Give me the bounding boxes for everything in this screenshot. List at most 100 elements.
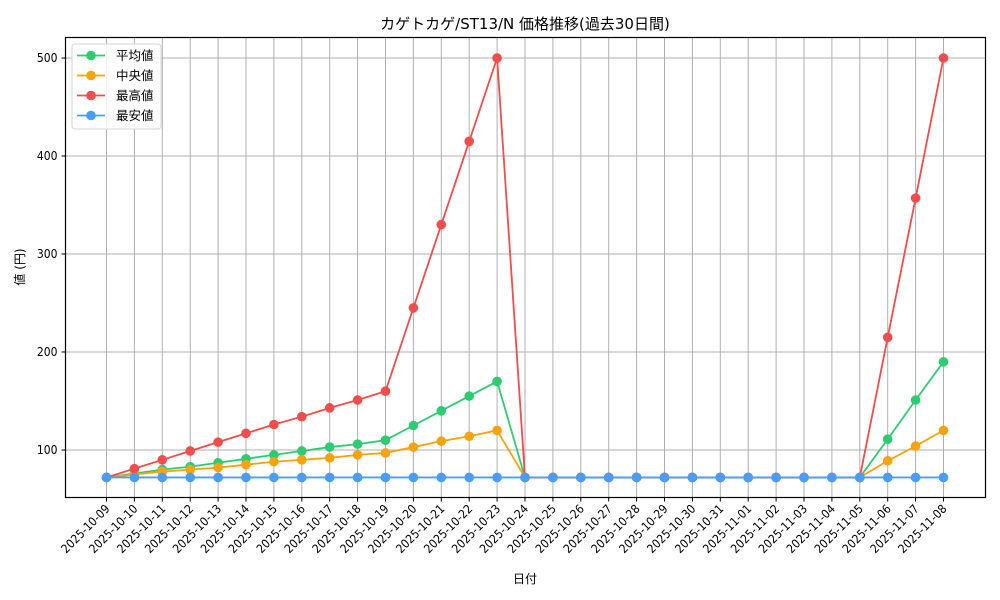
data-point-marker	[855, 472, 865, 483]
series-lines	[101, 53, 949, 483]
data-point-marker	[938, 425, 949, 436]
data-point-marker	[631, 472, 642, 483]
legend-marker-icon	[86, 70, 96, 81]
data-point-marker	[408, 442, 419, 452]
data-point-marker	[743, 472, 753, 483]
data-point-marker	[380, 448, 391, 458]
data-point-marker	[324, 453, 335, 463]
data-point-marker	[380, 435, 391, 446]
data-point-marker	[520, 472, 530, 483]
data-point-marker	[408, 303, 419, 313]
data-point-marker	[436, 406, 447, 416]
data-point-marker	[297, 455, 307, 465]
data-point-marker	[492, 472, 502, 483]
legend-label: 最安値	[116, 108, 154, 123]
data-point-marker	[436, 472, 447, 483]
data-point-marker	[938, 53, 949, 63]
data-point-marker	[269, 456, 279, 467]
data-point-marker	[938, 357, 949, 367]
data-point-marker	[882, 472, 893, 483]
data-point-marker	[241, 472, 251, 483]
data-point-marker	[241, 428, 251, 439]
data-point-marker	[659, 472, 670, 483]
data-point-marker	[910, 193, 921, 203]
data-point-marker	[101, 472, 112, 483]
data-point-marker	[380, 472, 391, 483]
data-point-marker	[827, 472, 837, 483]
legend-item: 最安値	[77, 108, 154, 123]
data-point-marker	[603, 472, 614, 483]
chart-title: カゲトカゲ/ST13/N 価格推移(過去30日間)	[380, 15, 670, 33]
legend-box	[71, 43, 162, 130]
legend-marker-icon	[86, 110, 96, 121]
data-point-marker	[352, 472, 363, 483]
x-axis-label: 日付	[513, 572, 537, 586]
legend-label: 平均値	[116, 48, 154, 63]
data-point-marker	[464, 136, 475, 147]
data-point-marker	[492, 376, 502, 387]
legend-label: 中央値	[116, 68, 154, 83]
data-point-marker	[213, 437, 223, 447]
data-point-marker	[687, 472, 698, 483]
data-point-marker	[324, 442, 335, 452]
data-point-marker	[269, 450, 279, 460]
data-point-marker	[129, 463, 140, 474]
y-tick-label: 500	[37, 51, 58, 65]
data-point-marker	[408, 472, 419, 483]
data-point-marker	[408, 420, 419, 431]
data-point-marker	[269, 472, 279, 483]
data-point-marker	[464, 472, 475, 483]
data-point-marker	[436, 436, 447, 446]
legend-label: 最高値	[116, 88, 154, 103]
data-point-marker	[882, 455, 893, 466]
data-point-marker	[185, 446, 195, 456]
data-point-marker	[129, 472, 140, 483]
data-point-marker	[576, 472, 586, 483]
legend-item: 中央値	[77, 68, 154, 83]
data-point-marker	[324, 472, 335, 483]
data-point-marker	[910, 395, 921, 405]
data-point-marker	[352, 439, 363, 449]
data-point-marker	[297, 472, 307, 483]
data-point-marker	[492, 425, 502, 436]
data-point-marker	[910, 472, 921, 483]
data-point-marker	[910, 441, 921, 451]
legend-item: 平均値	[77, 48, 154, 63]
y-tick-label: 200	[37, 345, 58, 359]
data-point-marker	[882, 332, 893, 343]
y-axis-label: 値 (円)	[12, 248, 27, 285]
data-point-marker	[324, 403, 335, 413]
data-point-marker	[213, 462, 223, 473]
data-point-marker	[715, 472, 726, 483]
data-point-marker	[464, 391, 475, 401]
data-point-marker	[882, 434, 893, 445]
data-point-marker	[297, 411, 307, 422]
y-tick-label: 100	[37, 443, 58, 457]
data-point-marker	[213, 472, 223, 483]
data-point-marker	[297, 446, 307, 456]
data-point-marker	[185, 464, 195, 475]
legend-marker-icon	[86, 90, 96, 101]
y-tick-label: 400	[37, 149, 58, 163]
data-point-marker	[548, 472, 558, 483]
y-axis-ticks: 100 200 300 400 500	[37, 51, 66, 457]
data-point-marker	[380, 386, 391, 397]
data-point-marker	[464, 431, 475, 442]
data-point-marker	[799, 472, 809, 483]
data-point-marker	[241, 459, 251, 470]
data-point-marker	[436, 219, 447, 230]
data-point-marker	[157, 455, 168, 465]
grid	[65, 37, 986, 498]
data-point-marker	[352, 450, 363, 460]
series-最安値	[101, 472, 949, 483]
data-point-marker	[185, 472, 195, 483]
data-point-marker	[492, 53, 502, 63]
legend-marker-icon	[86, 50, 96, 61]
y-tick-label: 300	[37, 247, 58, 261]
data-point-marker	[938, 472, 949, 483]
data-point-marker	[771, 472, 781, 483]
data-point-marker	[157, 472, 168, 483]
legend-item: 最高値	[77, 88, 154, 103]
